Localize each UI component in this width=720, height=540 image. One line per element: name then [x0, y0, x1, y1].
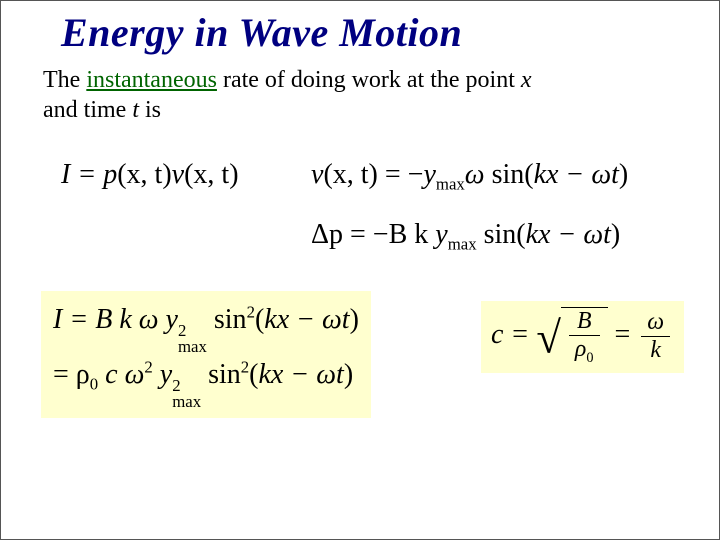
var-x: x — [521, 67, 532, 93]
body-pre: The — [43, 67, 86, 93]
eq-supsub: 2max — [172, 378, 201, 410]
eq-text: I = p — [61, 159, 117, 190]
eq-text: v — [311, 159, 323, 190]
eq-text: I = B k ω — [53, 304, 166, 335]
eq-text: y — [166, 304, 178, 335]
body-post3: is — [139, 97, 161, 123]
eq-text: Δp = −B k — [311, 219, 435, 250]
eq-text: sin — [201, 359, 241, 390]
eq-sub: max — [178, 339, 207, 355]
eq-dp: Δp = −B k ymax sin(kx − ωt) — [311, 219, 620, 255]
slide: Energy in Wave Motion The instantaneous … — [0, 0, 720, 540]
eq-text: ω — [647, 309, 664, 335]
eq-text: c ω — [98, 359, 144, 390]
eq-text: B — [577, 308, 592, 334]
eq-text: sin( — [477, 219, 526, 250]
eq-text: ω — [465, 159, 485, 190]
eq-v: v(x, t) = −ymaxω sin(kx − ωt) — [311, 159, 628, 195]
eq-text: kx − ωt — [534, 159, 619, 190]
eq-text: y — [423, 159, 435, 190]
eq-I-line1: I = B k ω y2max sin2(kx − ωt) — [53, 299, 359, 354]
eq-text: kx − ωt — [264, 304, 349, 335]
eq-text: (x, t) = − — [323, 159, 423, 190]
eq-text: ( — [249, 359, 258, 390]
eq-text: ( — [255, 304, 264, 335]
eq-text: = ρ — [53, 359, 90, 390]
eq-text: ) — [611, 219, 620, 250]
instantaneous-word: instantaneous — [86, 67, 217, 93]
eq-text: y — [153, 359, 172, 390]
eq-sup: 2 — [241, 358, 249, 377]
eq-c: c = √ B ρ0 = ω k — [481, 301, 684, 373]
eq-text: c = — [491, 319, 536, 350]
eq-text: kx − ωt — [259, 359, 344, 390]
eq-I-expanded: I = B k ω y2max sin2(kx − ωt) = ρ0 c ω2 … — [41, 291, 371, 418]
eq-I-def: I = p(x, t)v(x, t) — [61, 159, 239, 191]
eq-sub: 0 — [586, 350, 593, 366]
page-title: Energy in Wave Motion — [61, 9, 462, 56]
var-t: t — [132, 97, 139, 123]
eq-sub: max — [172, 394, 201, 410]
eq-supsub: 2max — [178, 323, 207, 355]
eq-text: ) — [344, 359, 353, 390]
eq-text: k — [650, 337, 661, 363]
eq-text: ) — [350, 304, 359, 335]
eq-text: (x, t) — [184, 159, 238, 190]
eq-text: v — [172, 159, 184, 190]
sqrt: √ B ρ0 — [536, 307, 607, 367]
eq-sub: max — [436, 175, 465, 194]
eq-text: = — [615, 319, 638, 350]
eq-text: y — [435, 219, 447, 250]
eq-I-line2: = ρ0 c ω2 y2max sin2(kx − ωt) — [53, 354, 359, 409]
fraction: B ρ0 — [569, 308, 600, 367]
eq-text: sin — [207, 304, 247, 335]
radicand: B ρ0 — [561, 307, 608, 367]
eq-text: ) — [619, 159, 628, 190]
eq-text: kx − ωt — [526, 219, 611, 250]
radical-icon: √ — [536, 313, 561, 363]
eq-text: sin( — [485, 159, 534, 190]
fraction: ω k — [641, 309, 670, 365]
eq-sup: 2 — [144, 358, 152, 377]
eq-sub: max — [448, 235, 477, 254]
eq-text: ρ — [575, 336, 586, 362]
eq-sub: 0 — [90, 375, 98, 394]
eq-sup: 2 — [247, 303, 255, 322]
eq-text: (x, t) — [117, 159, 171, 190]
body-text: The instantaneous rate of doing work at … — [43, 65, 663, 125]
body-post2: and time — [43, 97, 132, 123]
body-post1: rate of doing work at the point — [217, 67, 521, 93]
